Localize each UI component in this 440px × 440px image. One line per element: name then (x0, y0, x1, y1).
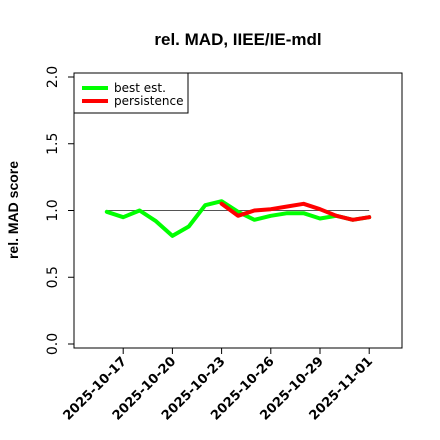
y-tick-label: 1.5 (45, 133, 61, 155)
x-axis: 2025-10-172025-10-202025-10-232025-10-26… (61, 348, 376, 424)
series-line-best-est (104, 199, 372, 238)
y-tick-label: 1.0 (45, 199, 61, 221)
legend-label-persistence: persistence (114, 94, 183, 108)
chart-title: rel. MAD, IIEE/IE-mdl (154, 30, 321, 49)
legend: best est. persistence (73, 72, 189, 114)
y-axis: 0.0 0.5 1.0 1.5 2.0 (45, 66, 74, 355)
y-tick-label: 0.5 (45, 266, 61, 288)
legend-label-best-est: best est. (114, 81, 166, 95)
series-line-persistence (219, 201, 372, 222)
y-axis-label: rel. MAD score (5, 161, 21, 259)
y-tick-label: 2.0 (45, 66, 61, 88)
series-layer (104, 199, 372, 238)
legend-box (73, 72, 189, 114)
y-tick-label: 0.0 (45, 333, 61, 355)
